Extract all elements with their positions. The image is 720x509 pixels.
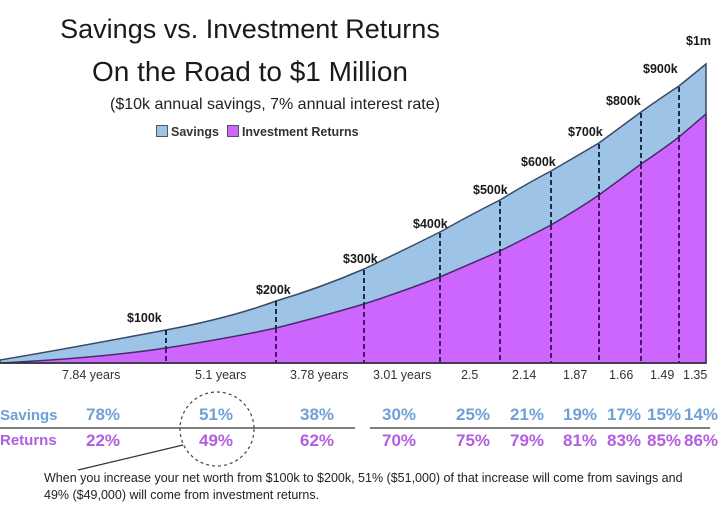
savings-pct: 19% [563, 405, 598, 424]
savings-pct: 51% [199, 405, 234, 424]
legend-returns-label: Investment Returns [241, 125, 359, 139]
years-label: 7.84 years [62, 368, 121, 382]
returns-pct: 85% [647, 431, 682, 450]
returns-pct: 62% [300, 431, 335, 450]
chart-subtitle: ($10k annual savings, 7% annual interest… [110, 96, 440, 113]
legend: Savings Investment Returns [156, 125, 359, 139]
returns-pct: 86% [684, 431, 719, 450]
years-label: 1.35 [683, 368, 708, 382]
savings-pct: 30% [382, 405, 417, 424]
years-label: 3.78 years [290, 368, 349, 382]
milestone-label: $800k [606, 94, 641, 108]
milestone-label: $900k [643, 62, 678, 76]
returns-pct: 22% [86, 431, 121, 450]
savings-pct: 17% [607, 405, 642, 424]
legend-savings: Savings [156, 125, 219, 139]
savings-pct: 14% [684, 405, 719, 424]
years-label: 1.49 [650, 368, 675, 382]
years-label: 5.1 years [195, 368, 247, 382]
years-label: 2.5 [461, 368, 479, 382]
annotation-note: When you increase your net worth from $1… [44, 471, 683, 502]
savings-pct: 21% [510, 405, 545, 424]
savings-pct: 15% [647, 405, 682, 424]
milestone-label: $300k [343, 252, 378, 266]
returns-area [0, 112, 707, 364]
milestone-label: $500k [473, 183, 508, 197]
returns-pct: 79% [510, 431, 545, 450]
returns-row-label: Returns [0, 432, 57, 449]
returns-pct: 83% [607, 431, 642, 450]
savings-swatch-icon [156, 125, 168, 137]
returns-pct: 75% [456, 431, 491, 450]
years-label: 1.66 [609, 368, 634, 382]
returns-pct: 49% [199, 431, 234, 450]
milestone-label: $400k [413, 217, 448, 231]
savings-pct: 25% [456, 405, 491, 424]
highlight-circle [179, 391, 255, 467]
milestone-label: $100k [127, 311, 162, 325]
years-label: 3.01 years [373, 368, 432, 382]
chart-title-line1: Savings vs. Investment Returns [60, 14, 440, 44]
chart-title-line2: On the Road to $1 Million [92, 56, 408, 87]
milestone-label: $700k [568, 125, 603, 139]
returns-pct: 70% [382, 431, 417, 450]
legend-savings-label: Savings [171, 125, 219, 139]
savings-row-label: Savings [0, 407, 58, 424]
returns-swatch-icon [226, 125, 239, 137]
legend-returns: Investment Returns [226, 125, 359, 139]
milestone-label: $200k [256, 283, 291, 297]
years-label: 1.87 [563, 368, 588, 382]
milestone-label: $600k [521, 155, 556, 169]
years-label: 2.14 [512, 368, 537, 382]
savings-pct: 78% [86, 405, 121, 424]
savings-pct: 38% [300, 405, 335, 424]
milestone-label: $1m [686, 34, 712, 48]
returns-pct: 81% [563, 431, 598, 450]
